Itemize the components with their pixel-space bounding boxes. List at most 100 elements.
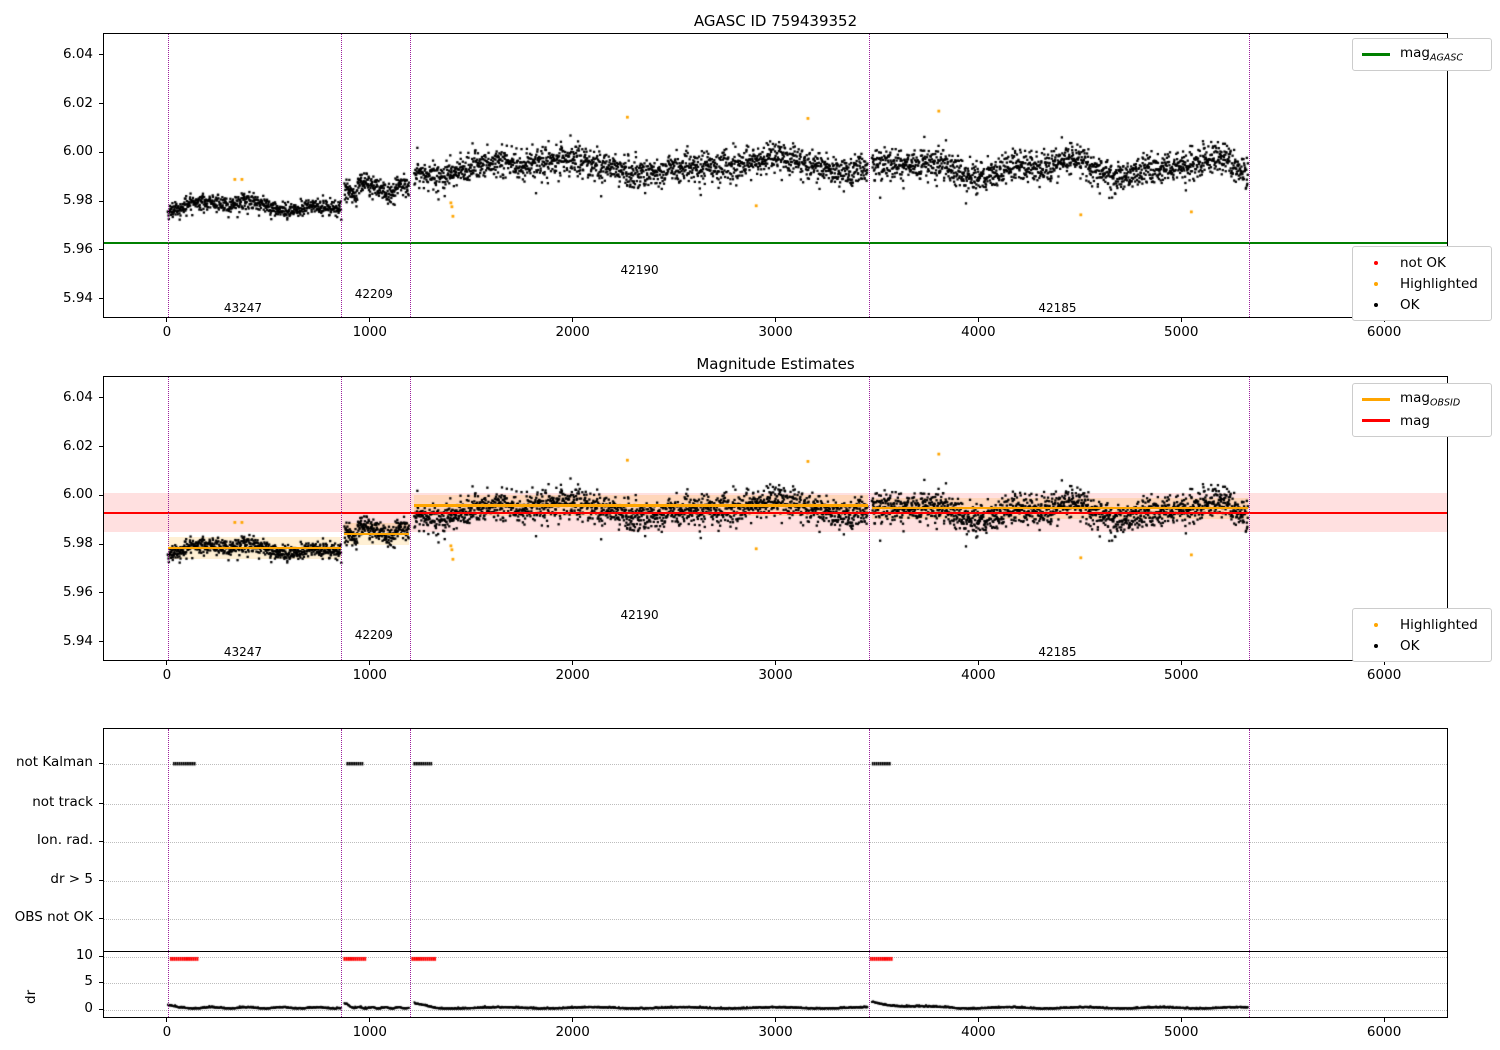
panel1-obsid-divider-5330 — [1249, 34, 1251, 317]
panel2-obsid-divider-1195 — [410, 377, 412, 660]
panel2-xtick-6000 — [1383, 661, 1385, 665]
panel1-xtick-2000 — [572, 318, 574, 322]
mag-agasc-line — [104, 242, 1447, 245]
panel1-xtick-label-6000: 6000 — [1366, 324, 1402, 340]
mag-obsid-line-42190 — [414, 504, 868, 507]
panel1-obsid-label-42190: 42190 — [620, 263, 659, 277]
panel3-flag-label-obs-not-ok: OBS not OK — [14, 909, 93, 925]
legend-point-status-2-swatch-0 — [1361, 617, 1391, 633]
panel1-plot-area — [104, 34, 1447, 317]
panel1-ytick-label-6.02: 6.02 — [62, 94, 93, 111]
mag-obsid-line-43247 — [167, 547, 342, 550]
panel1-obsid-divider-855 — [341, 34, 343, 317]
panel1-ytick-label-5.94: 5.94 — [62, 289, 93, 306]
panel3-xtick-label-2000: 2000 — [555, 1024, 590, 1040]
panel1-obsid-divider-1195 — [410, 34, 412, 317]
legend-mag-lines-label-1: mag — [1400, 412, 1430, 429]
legend-point-status-2-swatch-1 — [1361, 638, 1391, 654]
panel3-xtick-1000 — [369, 1018, 371, 1022]
panel3-xtick-4000 — [977, 1018, 979, 1022]
legend-mag-agasc-swatch-0 — [1361, 47, 1391, 63]
panel2-xtick-label-5000: 5000 — [1164, 667, 1199, 683]
panel2-obsid-divider-5330 — [1249, 377, 1251, 660]
panel2-obsid-label-42209: 42209 — [354, 628, 393, 642]
legend-mag-agasc-entry-0: magAGASC — [1361, 44, 1483, 65]
legend-mag-lines-swatch-0 — [1361, 392, 1391, 408]
panel2-obsid-label-43247: 43247 — [223, 645, 263, 659]
panel2-xtick-5000 — [1180, 661, 1182, 665]
panel3-flag-tick-0 — [99, 762, 103, 764]
legend-point-status-1-entry-2: OK — [1361, 294, 1483, 315]
panel1-ytick-6.04 — [99, 54, 103, 56]
panel3-xtick-3000 — [775, 1018, 776, 1022]
panel2-ytick-label-6.04: 6.04 — [62, 388, 93, 405]
panel1-xtick-label-1000: 1000 — [352, 324, 387, 340]
panel2-obsid-divider-0 — [167, 377, 169, 660]
panel2-ytick-6.00 — [99, 494, 103, 496]
panel3-flag-label-dr-5: dr > 5 — [50, 871, 93, 887]
legend-point-status-1-swatch-2 — [1361, 297, 1391, 313]
panel1-xtick-5000 — [1180, 318, 1182, 322]
legend-point-status-2-entry-1: OK — [1361, 635, 1483, 656]
panel3-xtick-0 — [166, 1018, 168, 1022]
panel2-obsid-divider-855 — [341, 377, 343, 660]
mag-obsid-line-42209 — [344, 532, 410, 536]
panel-magnitude-vs-time — [103, 33, 1448, 318]
panel3-obsid-divider-5330 — [1249, 729, 1251, 1017]
panel3-obsid-divider-0 — [167, 729, 169, 1017]
legend-point-status-1-label-2: OK — [1400, 296, 1420, 313]
panel3-xtick-label-4000: 4000 — [961, 1024, 996, 1040]
icon-dot-ok — [1374, 643, 1378, 648]
panel2-ytick-6.02 — [99, 446, 103, 448]
figure-title: AGASC ID 759439352 — [693, 12, 858, 30]
panel1-ytick-label-6.00: 6.00 — [62, 143, 93, 160]
panel3-dr-tick-label-0: 0 — [84, 1000, 93, 1016]
panel2-ytick-5.98 — [99, 543, 103, 545]
panel1-ytick-label-5.98: 5.98 — [62, 192, 93, 209]
panel2-obsid-label-42190: 42190 — [620, 608, 659, 622]
panel3-xtick-label-3000: 3000 — [758, 1024, 793, 1040]
panel-flags-and-dr — [103, 728, 1448, 1018]
panel1-ytick-5.96 — [99, 249, 103, 251]
panel1-xtick-label-2000: 2000 — [555, 324, 590, 340]
icon-line-agasc — [1362, 53, 1390, 56]
panel1-xtick-label-0: 0 — [162, 324, 172, 340]
panel3-dr-axis-label: dr — [23, 989, 39, 1004]
panel3-obsid-divider-1195 — [410, 729, 412, 1017]
panel1-xtick-4000 — [977, 318, 979, 322]
panel1-ytick-label-6.04: 6.04 — [62, 45, 93, 62]
panel1-ytick-5.94 — [99, 298, 103, 300]
panel1-xtick-label-3000: 3000 — [758, 324, 793, 340]
panel3-plot-area — [104, 729, 1447, 1017]
panel2-title: Magnitude Estimates — [696, 355, 855, 373]
panel3-obsid-divider-3455 — [868, 729, 870, 1017]
panel3-dr-tick-label-10: 10 — [75, 947, 93, 963]
legend-mag-lines-entry-1: mag — [1361, 410, 1483, 431]
panel2-ytick-label-6.02: 6.02 — [62, 437, 93, 454]
legend-point-status-1: not OK Highlighted OK — [1352, 246, 1492, 321]
legend-mag-lines-entry-0: magOBSID — [1361, 389, 1483, 410]
legend-mag-lines: magOBSID mag — [1352, 383, 1492, 437]
panel2-ytick-label-5.98: 5.98 — [62, 535, 93, 552]
panel-magnitude-estimates — [103, 376, 1448, 661]
panel3-dr-tick-0 — [99, 1008, 103, 1010]
legend-point-status-1-swatch-0 — [1361, 255, 1391, 271]
panel3-dr-tick-label-5: 5 — [84, 973, 93, 989]
legend-point-status-1-entry-0: not OK — [1361, 252, 1483, 273]
panel2-xtick-label-1000: 1000 — [352, 667, 387, 683]
panel3-flag-tick-1 — [99, 802, 103, 804]
panel3-xtick-6000 — [1383, 1018, 1385, 1022]
legend-point-status-2-entry-0: Highlighted — [1361, 614, 1483, 635]
panel1-obsid-divider-3455 — [868, 34, 870, 317]
panel1-ytick-6.00 — [99, 151, 103, 153]
panel1-xtick-1000 — [369, 318, 371, 322]
panel3-xtick-label-6000: 6000 — [1366, 1024, 1402, 1040]
legend-point-status-1-label-1: Highlighted — [1400, 275, 1478, 292]
panel2-ytick-5.96 — [99, 592, 103, 594]
mag-line — [104, 512, 1447, 515]
panel2-ytick-label-5.96: 5.96 — [62, 583, 93, 600]
legend-point-status-1-label-0: not OK — [1400, 254, 1446, 271]
panel2-ytick-6.04 — [99, 397, 103, 399]
panel1-ytick-label-5.96: 5.96 — [62, 240, 93, 257]
panel3-flag-label-ion-rad-: Ion. rad. — [36, 832, 93, 848]
